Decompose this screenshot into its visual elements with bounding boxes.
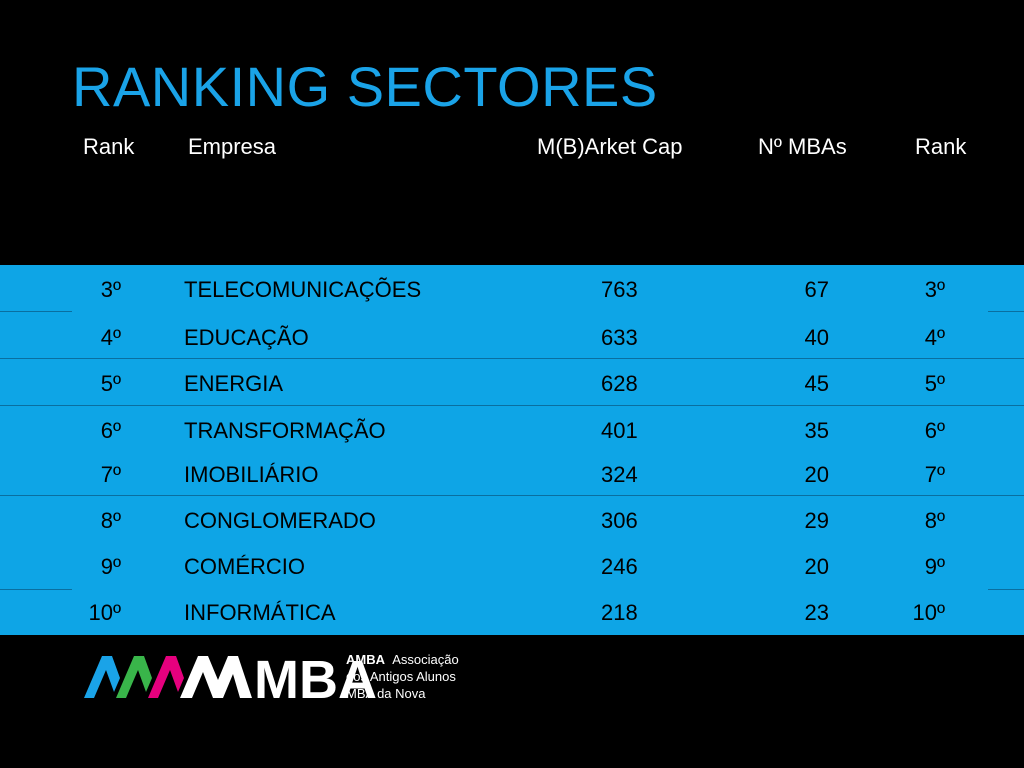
table-row: 8º CONGLOMERADO 306 29 8º xyxy=(0,498,1024,544)
logo-mark-blue xyxy=(84,656,120,698)
row-sector-name: ENERGIA xyxy=(184,371,284,396)
row-n-mbas: 20 xyxy=(804,462,829,487)
table-row: 7º IMOBILIÁRIO 324 20 7º xyxy=(0,452,1024,498)
row-sector-name: COMÉRCIO xyxy=(184,554,305,579)
table-band xyxy=(0,265,1024,635)
row-divider xyxy=(988,311,1024,312)
row-sector-name: EDUCAÇÃO xyxy=(184,325,309,350)
logo-org-line2: dos Antigos Alunos xyxy=(346,669,456,684)
logo-mark-magenta xyxy=(148,656,184,698)
row-rank: 4º xyxy=(100,325,121,350)
header-market-cap: M(B)Arket Cap xyxy=(537,134,683,159)
row-market-cap: 763 xyxy=(601,277,638,302)
logo-mark-white xyxy=(180,656,252,698)
row-sector-name: IMOBILIÁRIO xyxy=(184,462,319,487)
table-row: 4º EDUCAÇÃO 633 40 4º xyxy=(0,315,1024,361)
slide-title: RANKING SECTORES xyxy=(72,55,658,118)
row-n-mbas: 40 xyxy=(804,325,829,350)
row-market-cap: 306 xyxy=(601,508,638,533)
header-rank: Rank xyxy=(83,134,135,159)
row-rank-2: 7º xyxy=(924,462,945,487)
row-rank: 5º xyxy=(100,371,121,396)
header-n-mbas: Nº MBAs xyxy=(758,134,847,159)
row-sector-name: TELECOMUNICAÇÕES xyxy=(184,277,422,302)
row-market-cap: 246 xyxy=(601,554,638,579)
row-rank-2: 10º xyxy=(912,600,945,625)
table-row: 10º INFORMÁTICA 218 23 10º xyxy=(0,590,1024,636)
row-market-cap: 401 xyxy=(601,418,638,443)
row-market-cap: 324 xyxy=(601,462,638,487)
table-row: 5º ENERGIA 628 45 5º xyxy=(0,361,1024,407)
row-market-cap: 628 xyxy=(601,371,638,396)
row-rank-2: 4º xyxy=(924,325,945,350)
row-n-mbas: 23 xyxy=(804,600,829,625)
header-rank-2: Rank xyxy=(915,134,967,159)
row-sector-name: CONGLOMERADO xyxy=(184,508,376,533)
table-row: 3º TELECOMUNICAÇÕES 763 67 3º xyxy=(0,267,1024,313)
row-rank-2: 9º xyxy=(924,554,945,579)
row-divider xyxy=(0,311,72,312)
row-n-mbas: 35 xyxy=(804,418,829,443)
row-divider xyxy=(0,495,1024,496)
logo-org-line1: Associação xyxy=(392,652,459,667)
table-row: 6º TRANSFORMAÇÃO 401 35 6º xyxy=(0,408,1024,454)
logo-caption: AMBA Associação dos Antigos Alunos MBA d… xyxy=(346,651,459,702)
row-rank: 9º xyxy=(100,554,121,579)
row-rank: 6º xyxy=(100,418,121,443)
row-divider xyxy=(988,589,1024,590)
row-rank: 8º xyxy=(100,508,121,533)
row-divider xyxy=(0,589,72,590)
row-n-mbas: 29 xyxy=(804,508,829,533)
table-row: 9º COMÉRCIO 246 20 9º xyxy=(0,544,1024,590)
row-n-mbas: 45 xyxy=(804,371,829,396)
row-rank-2: 3º xyxy=(924,277,945,302)
row-rank-2: 8º xyxy=(924,508,945,533)
row-divider xyxy=(0,405,1024,406)
row-rank: 7º xyxy=(100,462,121,487)
row-market-cap: 218 xyxy=(601,600,638,625)
row-sector-name: INFORMÁTICA xyxy=(184,600,336,625)
row-rank: 10º xyxy=(88,600,121,625)
logo-mark-green xyxy=(116,656,152,698)
header-empresa: Empresa xyxy=(188,134,277,159)
row-n-mbas: 67 xyxy=(804,277,829,302)
logo-wordmark: MBA xyxy=(254,650,377,710)
row-market-cap: 633 xyxy=(601,325,638,350)
row-sector-name: TRANSFORMAÇÃO xyxy=(184,418,386,443)
row-n-mbas: 20 xyxy=(804,554,829,579)
row-rank-2: 5º xyxy=(924,371,945,396)
row-rank: 3º xyxy=(100,277,121,302)
row-rank-2: 6º xyxy=(924,418,945,443)
logo-org-short: AMBA xyxy=(346,652,385,667)
logo-org-line3: MBA da Nova xyxy=(346,686,426,701)
amba-logo: MBA xyxy=(84,650,377,710)
row-divider xyxy=(0,358,1024,359)
